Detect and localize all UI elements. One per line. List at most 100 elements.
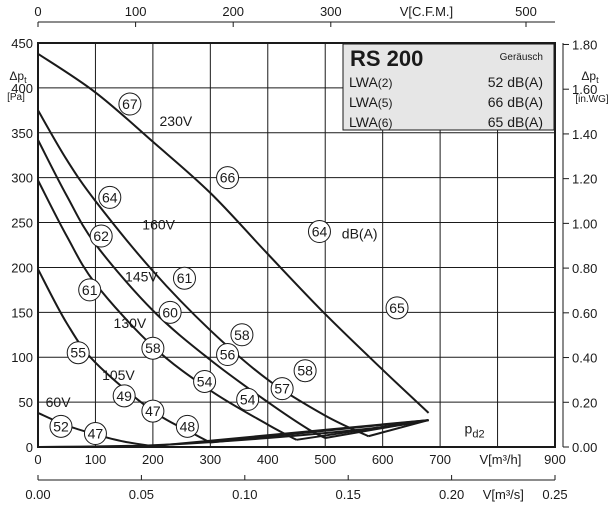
x-tick-label: 300 — [199, 452, 221, 467]
sound-level-label: 47 — [145, 403, 161, 419]
curve-label: 230V — [160, 113, 193, 129]
x2-tick-label: 0.05 — [129, 487, 154, 502]
y-right-tick-label: 1.40 — [572, 127, 597, 142]
sound-level-marker — [83, 422, 107, 446]
y-tick-label: 450 — [11, 36, 33, 51]
sound-level-label: 56 — [220, 347, 236, 363]
sound-level-label: 61 — [82, 282, 98, 298]
sound-level-label: 58 — [234, 327, 250, 343]
x2-tick-label: 0.00 — [25, 487, 50, 502]
pd2-label-sub: d2 — [472, 429, 484, 441]
sound-level-label: 64 — [312, 224, 328, 240]
x-tick-label: 600 — [372, 452, 394, 467]
y-right-tick-label: 1.60 — [572, 82, 597, 97]
x-tick-label: 500 — [314, 452, 336, 467]
y-tick-label: 200 — [11, 260, 33, 275]
x-top-tick-label: 300 — [320, 4, 342, 19]
x-tick-label: 100 — [85, 452, 107, 467]
x2-tick-label: 0.15 — [336, 487, 361, 502]
legend-row-name-sub: (5) — [378, 96, 393, 110]
sound-level-label: 62 — [93, 228, 109, 244]
y-right-tick-label: 1.00 — [572, 216, 597, 231]
x-axis-label: V[m³/h] — [479, 452, 521, 467]
sound-level-marker — [175, 414, 199, 438]
sound-level-marker — [216, 343, 240, 367]
sound-level-marker — [98, 185, 122, 209]
legend-row-name-main: LWA — [349, 114, 378, 130]
y-tick-label: 400 — [11, 81, 33, 96]
sound-level-marker — [172, 266, 196, 290]
y-right-tick-label: 1.80 — [572, 37, 597, 52]
y-right-tick-label: 0.80 — [572, 261, 597, 276]
legend-row-name-main: LWA — [349, 74, 378, 90]
x-top-tick-label: 0 — [34, 4, 41, 19]
legend-title: RS 200 — [350, 46, 423, 71]
sound-level-marker — [49, 414, 73, 438]
legend-row-name-sub: (6) — [378, 116, 393, 130]
sound-level-label: 48 — [180, 418, 196, 434]
y-axis-label-sub: t — [24, 75, 27, 85]
x-tick-label: 200 — [142, 452, 164, 467]
sound-level-label: 47 — [88, 426, 104, 442]
curve-end-connector — [152, 419, 429, 448]
y-right-tick-label: 0.00 — [572, 440, 597, 455]
x-top-tick-label: 200 — [222, 4, 244, 19]
sound-level-label: 65 — [389, 300, 405, 316]
x-top-axis-label: V[C.F.M.] — [400, 4, 453, 19]
x-tick-label: 700 — [429, 452, 451, 467]
legend-row-name: LWA(5) — [349, 94, 392, 110]
sound-level-marker — [118, 92, 142, 116]
sound-level-label: 55 — [70, 345, 86, 361]
y-tick-label: 150 — [11, 305, 33, 320]
sound-level-label: 52 — [53, 418, 69, 434]
sound-level-marker — [112, 384, 136, 408]
x-top-tick-label: 500 — [515, 4, 537, 19]
pd2-label: pd2 — [465, 421, 485, 441]
sound-level-label: 54 — [197, 373, 213, 389]
y-tick-label: 50 — [19, 395, 33, 410]
sound-level-label: 66 — [220, 170, 236, 186]
curve-label: 160V — [142, 216, 175, 232]
curve-label: 60V — [46, 394, 72, 410]
x2-tick-label: 0.10 — [232, 487, 257, 502]
curve-label: 105V — [102, 367, 135, 383]
sound-level-label: 67 — [122, 96, 138, 112]
sound-level-marker — [89, 224, 113, 248]
sound-level-marker — [385, 296, 409, 320]
fan-curve-230v — [37, 52, 430, 414]
sound-level-marker — [270, 377, 294, 401]
sound-level-marker — [236, 387, 260, 411]
sound-level-marker — [141, 336, 165, 360]
y-axis-label-main: Δp — [9, 69, 24, 83]
legend-row-value: 65 dB(A) — [488, 114, 543, 130]
y-tick-label: 250 — [11, 216, 33, 231]
y-tick-label: 350 — [11, 126, 33, 141]
y-right-axis-label-main: Δp — [581, 69, 596, 83]
x2-tick-label: 0.20 — [439, 487, 464, 502]
sound-level-marker — [158, 300, 182, 324]
sound-level-label: 61 — [177, 270, 193, 286]
legend-box — [342, 43, 555, 131]
x-tick-label: 400 — [257, 452, 279, 467]
legend-row-name-main: LWA — [349, 94, 378, 110]
x2-tick-label: 0.25 — [542, 487, 567, 502]
sound-level-label: 57 — [274, 381, 290, 397]
sound-level-marker — [141, 399, 165, 423]
sound-level-marker — [293, 359, 317, 383]
sound-level-marker — [307, 220, 331, 244]
sound-level-label: 60 — [162, 304, 178, 320]
y-axis-unit: [Pa] — [7, 92, 25, 103]
pd2-label-main: p — [465, 421, 473, 437]
y-axis-label: Δpt — [9, 69, 27, 85]
y-tick-label: 0 — [26, 440, 33, 455]
legend-row-name: LWA(6) — [349, 114, 392, 130]
curve-label: dB(A) — [342, 225, 378, 241]
sound-level-label: 64 — [102, 189, 118, 205]
sound-level-label: 58 — [297, 363, 313, 379]
x2-axis-label: V[m³/s] — [483, 487, 524, 502]
sound-level-marker — [193, 369, 217, 393]
x-top-tick-label: 100 — [125, 4, 147, 19]
legend-row-name: LWA(2) — [349, 74, 392, 90]
